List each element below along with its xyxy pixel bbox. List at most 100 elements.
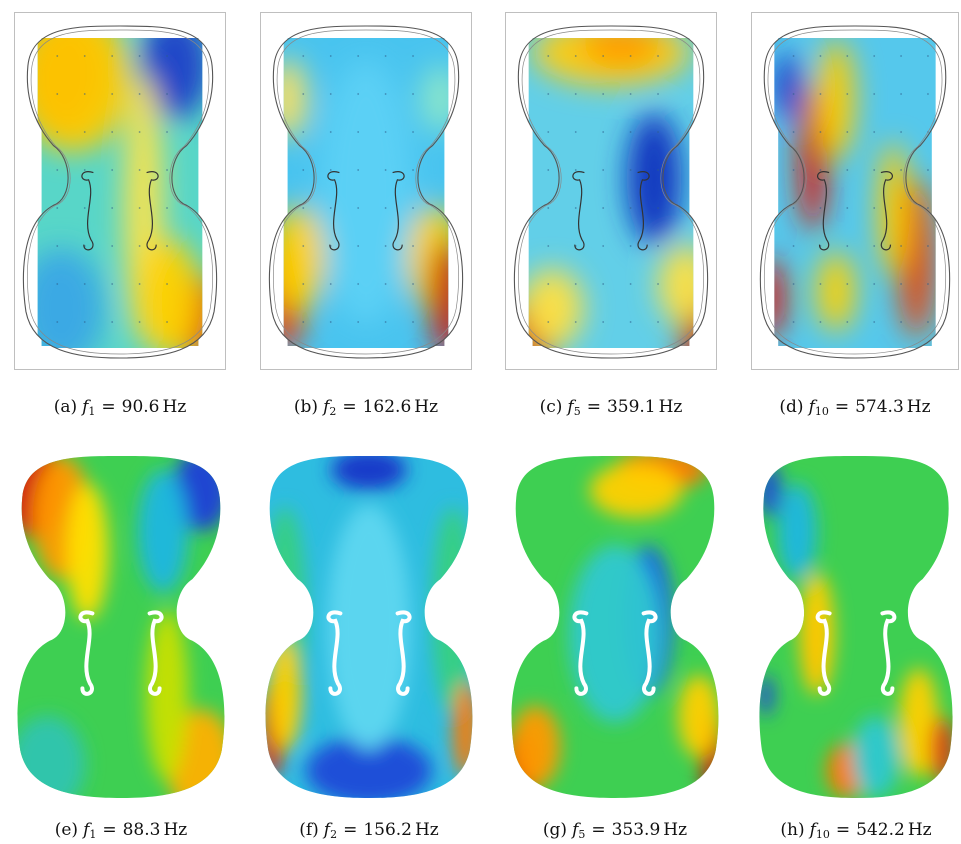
frame-border [751,12,959,370]
caption-index: 1 [88,405,96,418]
f-hole-left [78,610,95,696]
caption-e: (e) f1 = 88.3 Hz [54,820,188,841]
panel-f [258,452,480,802]
mode-map-c [505,12,717,370]
plate-outline-inner [764,29,946,355]
panel-h [752,452,960,802]
frame-border [260,12,472,370]
caption-symbol: f [567,397,574,417]
caption-label: (d) [779,397,804,417]
f-hole-right [880,171,893,251]
f-hole-left [572,171,585,251]
f-hole-right [395,610,412,696]
caption-d: (d) f10 = 574.3 Hz [779,397,931,418]
colormap [37,38,203,348]
f-hole-left [81,171,94,251]
caption-label: (f) [299,820,319,840]
mode-map-g [511,456,719,798]
caption-a: (a) f1 = 90.6 Hz [53,397,187,418]
caption-label: (h) [780,820,805,840]
caption-value: 353.9 [611,820,661,840]
caption-label: (e) [54,820,79,840]
caption-unit: Hz [414,397,439,417]
f-hole-right [641,610,658,696]
caption-value: 574.3 [855,397,904,417]
f-hole-left [326,610,343,696]
colormap [774,38,936,348]
caption-index: 5 [573,405,581,418]
f-hole-right [392,171,405,251]
caption-unit: Hz [906,397,931,417]
f-hole-right [147,610,164,696]
panel-a [14,12,226,370]
panel-d [751,12,959,370]
f-hole-left [572,610,589,696]
caption-symbol: f [83,820,90,840]
f-hole-right [637,171,650,251]
caption-index: 1 [89,828,97,841]
caption-c: (c) f5 = 359.1 Hz [539,397,683,418]
colormap [17,456,225,798]
colormap [528,38,694,348]
caption-unit: Hz [414,820,439,840]
caption-value: 90.6 [121,397,160,417]
caption-label: (g) [542,820,568,840]
caption-index: 5 [578,828,586,841]
mode-map-h [759,456,953,798]
panel-c [505,12,717,370]
plate-outline-inner [518,29,704,355]
caption-unit: Hz [162,397,187,417]
f-hole-right [146,171,159,251]
f-hole-right [880,610,897,696]
caption-unit: Hz [907,820,932,840]
caption-unit: Hz [658,397,683,417]
caption-unit: Hz [163,820,188,840]
caption-b: (b) f2 = 162.6 Hz [293,397,439,418]
caption-label: (c) [539,397,563,417]
caption-h: (h) f10 = 542.2 Hz [780,820,932,841]
plate-outline [759,25,951,359]
caption-value: 156.2 [363,820,412,840]
plate-outline [513,25,709,359]
caption-index: 10 [815,828,830,841]
mode-map-d [751,12,959,370]
colormap [759,456,953,798]
caption-symbol: f [323,397,330,417]
panel-b [260,12,472,370]
caption-index: 2 [329,405,337,418]
caption-unit: Hz [663,820,688,840]
plate-outline-inner [27,29,213,355]
f-hole-left [327,171,340,251]
plate-outline [22,25,218,359]
caption-value: 88.3 [122,820,161,840]
panel-g [504,452,726,802]
panel-e [10,452,232,802]
caption-symbol: f [572,820,579,840]
caption-value: 542.2 [856,820,905,840]
colormap [283,38,449,348]
f-hole-left [815,610,832,696]
plate-outline-inner [273,29,459,355]
frame-border [14,12,226,370]
caption-g: (g) f5 = 353.9 Hz [542,820,688,841]
frame-border [505,12,717,370]
colormap [265,456,473,798]
mode-map-f [265,456,473,798]
caption-symbol: f [809,820,816,840]
caption-symbol: f [808,397,815,417]
mode-map-e [17,456,225,798]
caption-value: 359.1 [606,397,656,417]
caption-index: 10 [814,405,829,418]
caption-label: (b) [293,397,319,417]
colormap [511,456,719,798]
mode-map-b [260,12,472,370]
plate-outline [268,25,464,359]
caption-f: (f) f2 = 156.2 Hz [299,820,439,841]
caption-symbol: f [323,820,331,840]
caption-index: 2 [330,828,338,841]
caption-symbol: f [82,397,89,417]
f-hole-left [817,171,830,251]
caption-label: (a) [53,397,78,417]
mode-map-a [14,12,226,370]
caption-value: 162.6 [362,397,412,417]
